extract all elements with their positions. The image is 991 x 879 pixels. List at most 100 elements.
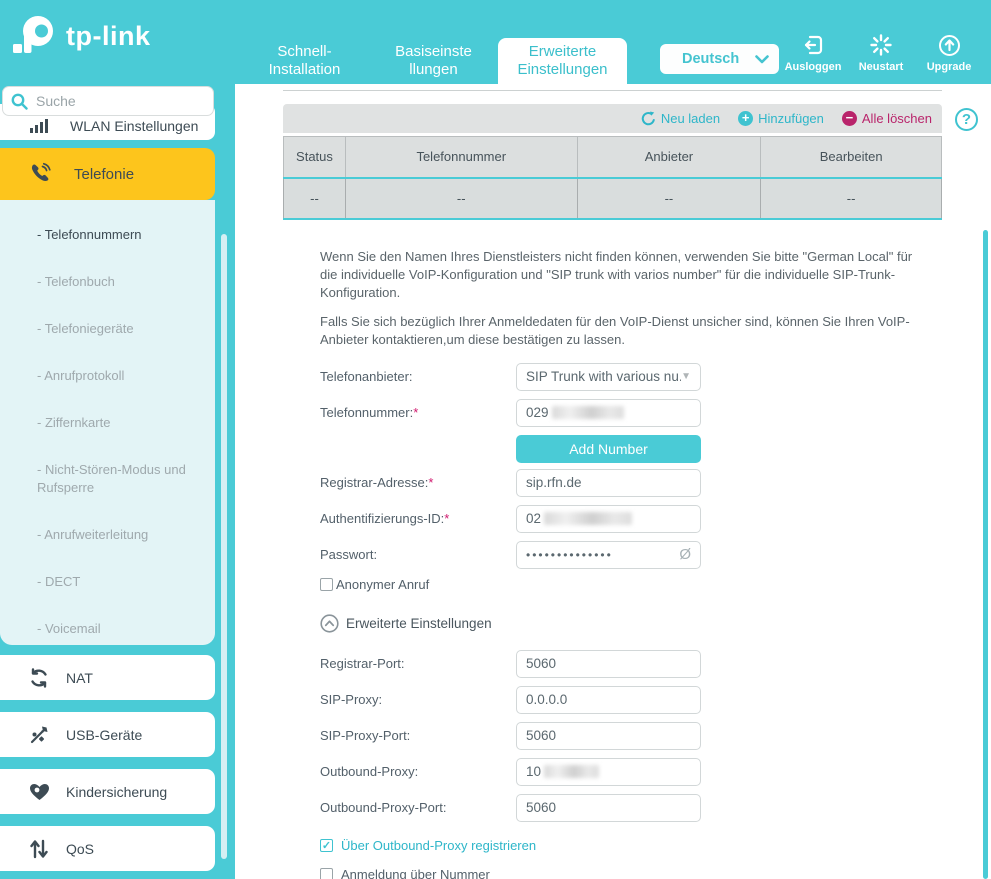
search-input[interactable]: Suche (2, 86, 214, 116)
submenu-item-dect[interactable]: - DECT (37, 574, 81, 589)
table-toolbar: Neu laden + Hinzufügen − Alle löschen (283, 104, 942, 133)
sidebar-scrollbar[interactable] (221, 234, 227, 859)
phone-icon (28, 162, 52, 186)
signal-bars-icon (30, 119, 48, 133)
password-label: Passwort: (320, 547, 378, 562)
intro-paragraph-1: Wenn Sie den Namen Ihres Dienstleisters … (320, 248, 913, 300)
registrar-input[interactable]: sip.rfn.de (516, 468, 701, 497)
submenu-item-anrufweiterleitung[interactable]: - Anrufweiterleitung (37, 527, 149, 542)
tp-link-logo: tp-link (12, 10, 192, 62)
header-actions: Ausloggen Neustart (779, 32, 983, 73)
provider-label: Telefonanbieter: (320, 369, 413, 384)
plus-icon: + (738, 111, 754, 126)
logout-button[interactable]: Ausloggen (779, 32, 847, 73)
column-status: Status (283, 136, 346, 178)
sidebar-item-qos[interactable]: QoS (0, 826, 215, 871)
submenu-item-voicemail[interactable]: - Voicemail (37, 621, 101, 636)
password-input[interactable]: •••••••••••••• (516, 540, 701, 569)
sidebar: WLAN Einstellungen Suche Telefonie - Tel… (0, 84, 235, 879)
submenu-item-telefoniegeraete[interactable]: - Telefoniegeräte (37, 321, 134, 336)
sidebar-item-label: Telefonie (74, 165, 135, 183)
provider-select[interactable]: SIP Trunk with various nu... (516, 362, 701, 391)
intro-paragraph-2: Falls Sie sich bezüglich Ihrer Anmeldeda… (320, 313, 910, 347)
outbound-proxy-port-input[interactable]: 5060 (516, 793, 701, 822)
restart-button[interactable]: Neustart (847, 32, 915, 73)
registrar-port-input[interactable]: 5060 (516, 649, 701, 678)
add-button[interactable]: + Hinzufügen (738, 111, 824, 126)
sip-proxy-input[interactable]: 0.0.0.0 (516, 685, 701, 714)
auth-id-input[interactable]: 02 (516, 504, 701, 533)
logo-text: tp-link (66, 20, 151, 51)
reload-button[interactable]: Neu laden (641, 111, 720, 126)
sidebar-item-telefonie[interactable]: Telefonie (0, 148, 215, 200)
heart-icon (28, 783, 50, 801)
advanced-settings-toggle[interactable]: Erweiterte Einstellungen (320, 613, 960, 633)
tab-schnell-installation[interactable]: Schnell-Installation (268, 43, 341, 78)
help-button[interactable]: ? (955, 108, 978, 131)
upgrade-button[interactable]: Upgrade (915, 32, 983, 73)
tab-erweiterte-einstellungen[interactable]: Erweiterte Einstellungen (498, 38, 627, 84)
login-via-number-label: Anmeldung über Nummer (341, 866, 490, 879)
voip-form: Wenn Sie den Namen Ihres Dienstleisters … (320, 248, 960, 879)
number-label: Telefonnummer:* (320, 405, 419, 420)
number-input[interactable]: 029 (516, 398, 701, 427)
cell-telefonnummer: -- (344, 176, 578, 220)
add-number-button[interactable]: Add Number (516, 434, 701, 463)
column-bearbeiten: Bearbeiten (760, 136, 942, 178)
submenu-item-anrufprotokoll[interactable]: - Anrufprotokoll (37, 368, 125, 383)
main-nav-tabs: Schnell-Installation Basiseinstellungen … (240, 38, 627, 84)
register-outbound-label: Über Outbound-Proxy registrieren (341, 837, 537, 853)
anonymous-call-checkbox[interactable] (320, 577, 333, 591)
collapse-arrow-icon (320, 613, 339, 633)
intro-text: Wenn Sie den Namen Ihres Dienstleisters … (320, 248, 960, 349)
tab-basiseinstellungen[interactable]: Basiseinstellungen (395, 43, 472, 78)
sidebar-bottom-items: NAT USB-Geräte (0, 655, 215, 871)
submenu-item-telefonnummern[interactable]: - Telefonnummern (37, 227, 142, 242)
column-anbieter: Anbieter (576, 136, 762, 178)
cell-status: -- (283, 176, 346, 220)
usb-icon (28, 725, 50, 745)
redacted-outbound-proxy (544, 765, 600, 778)
outbound-proxy-label: Outbound-Proxy: (320, 764, 419, 779)
sidebar-item-nat[interactable]: NAT (0, 655, 215, 700)
redacted-auth-id (544, 512, 633, 525)
submenu-item-ziffernkarte[interactable]: - Ziffernkarte (37, 415, 111, 430)
anonymous-call-label: Anonymer Anruf (336, 576, 430, 592)
submenu-item-nicht-stoeren[interactable]: - Nicht-Stören-Modus und Rufsperre (37, 462, 186, 495)
register-outbound-checkbox[interactable] (320, 838, 333, 852)
eye-slash-icon[interactable] (679, 546, 691, 563)
outbound-proxy-input[interactable]: 10 (516, 757, 701, 786)
sip-proxy-label: SIP-Proxy: (320, 692, 383, 707)
language-select[interactable]: Deutsch (660, 44, 779, 74)
qos-arrows-icon (28, 839, 50, 859)
help-label: ? (961, 111, 972, 128)
sidebar-item-usb-geraete[interactable]: USB-Geräte (0, 712, 215, 757)
language-value: Deutsch (682, 51, 740, 67)
sidebar-item-kindersicherung[interactable]: Kindersicherung (0, 769, 215, 814)
login-via-number-checkbox[interactable] (320, 867, 333, 879)
tp-link-logo-icon (13, 16, 53, 53)
chevron-down-icon (755, 54, 769, 63)
page-scrollbar[interactable] (983, 230, 988, 879)
phone-numbers-table: Status Telefonnummer Anbieter Bearbeiten… (283, 136, 942, 220)
table-row[interactable]: -- -- -- -- (283, 176, 942, 220)
main-content: Neu laden + Hinzufügen − Alle löschen ? … (235, 84, 991, 879)
submenu-item-telefonbuch[interactable]: - Telefonbuch (37, 274, 115, 289)
auth-id-label: Authentifizierungs-ID:* (320, 511, 450, 526)
app-header: tp-link Schnell-Installation Basiseinste… (0, 0, 991, 84)
registrar-port-label: Registrar-Port: (320, 656, 405, 671)
cell-bearbeiten: -- (760, 176, 942, 220)
content-divider (283, 90, 942, 91)
table-header-row: Status Telefonnummer Anbieter Bearbeiten (283, 136, 942, 178)
advanced-settings-label: Erweiterte Einstellungen (346, 615, 492, 631)
sip-proxy-port-input[interactable]: 5060 (516, 721, 701, 750)
logout-icon (802, 32, 824, 58)
redacted-number (551, 406, 624, 419)
search-icon (11, 93, 28, 110)
telefonie-submenu: - Telefonnummern - Telefonbuch - Telefon… (0, 200, 215, 645)
delete-all-button[interactable]: − Alle löschen (841, 111, 932, 126)
minus-icon: − (841, 111, 857, 126)
restart-icon (869, 32, 893, 58)
nat-icon (28, 667, 50, 688)
